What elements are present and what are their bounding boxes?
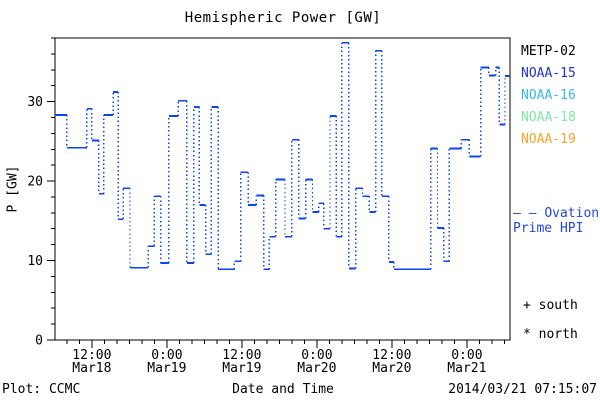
svg-text:0:00: 0:00 — [301, 348, 332, 363]
legend-item-noaa19: NOAA-19 — [521, 132, 576, 147]
legend-item-metp02: METP-02 — [521, 44, 576, 59]
legend-ovation-label: Ovation Prime HPI — [513, 206, 600, 236]
svg-text:Mar19: Mar19 — [222, 361, 261, 376]
legend-ovation-prime-hpi: – – Ovation Prime HPI — [513, 206, 600, 236]
svg-text:Mar20: Mar20 — [372, 361, 411, 376]
x-axis-label: Date and Time — [232, 382, 334, 397]
svg-text:20: 20 — [27, 175, 43, 190]
svg-text:0:00: 0:00 — [451, 348, 482, 363]
legend-item-noaa16: NOAA-16 — [521, 88, 576, 103]
legend-item-noaa15: NOAA-15 — [521, 66, 576, 81]
plot-timestamp: 2014/03/21 07:15:07 — [448, 382, 597, 397]
svg-text:0: 0 — [35, 334, 43, 349]
svg-text:12:00: 12:00 — [72, 348, 111, 363]
svg-text:30: 30 — [27, 95, 43, 110]
chart-title: Hemispheric Power [GW] — [184, 10, 382, 26]
svg-text:Mar18: Mar18 — [72, 361, 111, 376]
legend-north-label: north — [538, 327, 578, 342]
svg-text:12:00: 12:00 — [222, 348, 261, 363]
legend-south-label: south — [538, 298, 578, 313]
satellite-legend: METP-02 NOAA-15 NOAA-16 NOAA-18 NOAA-19 — [521, 45, 576, 155]
plot-credit: Plot: CCMC — [2, 382, 81, 397]
plus-marker-icon: + — [523, 298, 531, 313]
legend-north: * north — [523, 327, 578, 342]
legend-south: + south — [523, 298, 578, 313]
svg-text:10: 10 — [27, 254, 43, 269]
svg-text:Mar21: Mar21 — [447, 361, 486, 376]
svg-text:0:00: 0:00 — [151, 348, 182, 363]
legend-item-noaa18: NOAA-18 — [521, 110, 576, 125]
dashed-line-sample-icon: – – — [513, 206, 537, 221]
svg-text:Mar20: Mar20 — [297, 361, 336, 376]
svg-text:12:00: 12:00 — [372, 348, 411, 363]
svg-text:Mar19: Mar19 — [147, 361, 186, 376]
asterisk-marker-icon: * — [523, 327, 531, 342]
